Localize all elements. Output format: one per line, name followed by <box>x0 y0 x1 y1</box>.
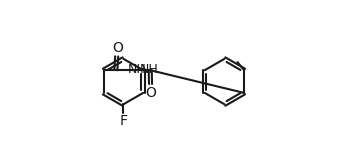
Text: F: F <box>120 114 127 128</box>
Text: NH: NH <box>128 63 146 76</box>
Text: O: O <box>112 41 123 55</box>
Text: NH: NH <box>140 63 159 76</box>
Text: O: O <box>146 86 156 100</box>
